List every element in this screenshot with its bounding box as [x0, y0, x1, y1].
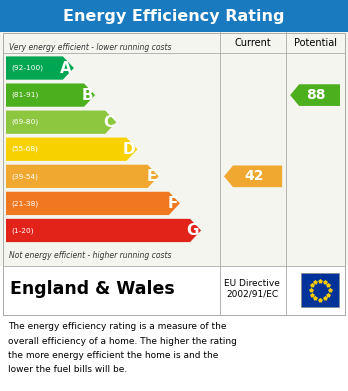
FancyArrow shape	[6, 138, 137, 161]
Text: (69-80): (69-80)	[11, 119, 38, 126]
FancyArrow shape	[224, 165, 282, 187]
Text: C: C	[103, 115, 114, 130]
Text: E: E	[146, 169, 157, 184]
Text: the more energy efficient the home is and the: the more energy efficient the home is an…	[8, 351, 219, 360]
FancyArrow shape	[6, 192, 180, 215]
Text: F: F	[167, 196, 178, 211]
Text: The energy efficiency rating is a measure of the: The energy efficiency rating is a measur…	[8, 322, 227, 331]
Text: (55-68): (55-68)	[11, 146, 38, 152]
Text: (92-100): (92-100)	[11, 65, 43, 71]
Text: 42: 42	[244, 169, 264, 183]
Text: D: D	[123, 142, 135, 157]
Bar	[0, 0, 348, 32]
Text: (21-38): (21-38)	[11, 200, 38, 206]
Text: Energy Efficiency Rating: Energy Efficiency Rating	[63, 9, 285, 23]
Text: Current: Current	[235, 38, 271, 48]
FancyArrow shape	[6, 219, 201, 242]
Text: (81-91): (81-91)	[11, 92, 38, 99]
Text: England & Wales: England & Wales	[10, 280, 175, 298]
Text: (39-54): (39-54)	[11, 173, 38, 179]
Text: (1-20): (1-20)	[11, 227, 34, 234]
Bar	[301, 273, 339, 307]
Text: B: B	[81, 88, 93, 102]
Text: G: G	[187, 223, 199, 238]
FancyArrow shape	[6, 165, 159, 188]
Text: 88: 88	[306, 88, 326, 102]
Text: Very energy efficient - lower running costs: Very energy efficient - lower running co…	[9, 43, 172, 52]
FancyArrow shape	[6, 111, 116, 134]
Text: A: A	[60, 61, 72, 75]
Text: overall efficiency of a home. The higher the rating: overall efficiency of a home. The higher…	[8, 337, 237, 346]
Bar	[0, 32, 348, 266]
FancyArrow shape	[6, 56, 74, 80]
Text: lower the fuel bills will be.: lower the fuel bills will be.	[8, 366, 127, 375]
Bar	[3, 267, 345, 315]
FancyArrow shape	[290, 84, 340, 106]
FancyArrow shape	[6, 83, 95, 107]
Text: Potential: Potential	[294, 38, 337, 48]
Text: Not energy efficient - higher running costs: Not energy efficient - higher running co…	[9, 251, 172, 260]
Bar	[3, 33, 345, 315]
Text: EU Directive
2002/91/EC: EU Directive 2002/91/EC	[224, 279, 280, 299]
